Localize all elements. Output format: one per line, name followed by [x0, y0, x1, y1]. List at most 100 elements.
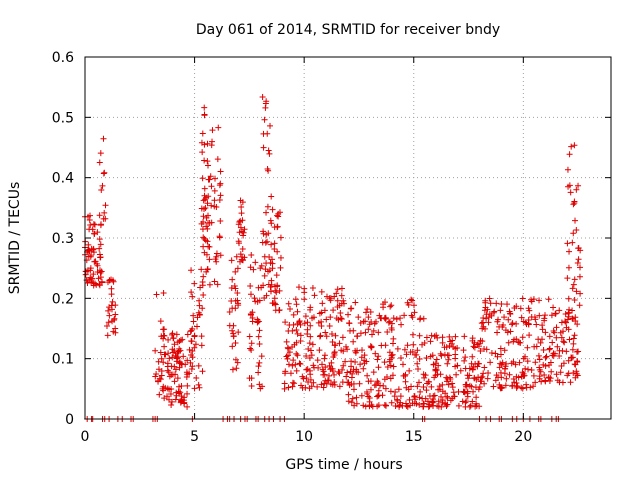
data-point — [500, 321, 507, 328]
data-point — [110, 328, 117, 335]
data-point — [444, 360, 451, 367]
data-point — [536, 312, 543, 319]
data-point — [332, 341, 339, 348]
data-point — [564, 372, 571, 379]
data-point — [556, 353, 563, 360]
data-point — [439, 388, 446, 395]
data-point — [254, 318, 261, 325]
data-point — [267, 217, 274, 224]
data-point — [514, 383, 521, 390]
data-point — [205, 219, 212, 226]
data-point — [427, 338, 434, 345]
data-point — [98, 187, 105, 194]
data-point — [433, 367, 440, 374]
data-point — [387, 388, 394, 395]
data-point — [271, 300, 278, 307]
data-point — [189, 293, 196, 300]
data-point — [401, 346, 408, 353]
data-point — [552, 310, 559, 317]
data-point — [106, 312, 113, 319]
data-point — [174, 375, 181, 382]
data-point — [409, 331, 416, 338]
data-point — [229, 276, 236, 283]
data-point — [348, 358, 355, 365]
data-point — [255, 369, 262, 376]
data-point — [206, 176, 213, 183]
data-point — [490, 383, 497, 390]
data-point — [439, 396, 446, 403]
data-point — [203, 214, 210, 221]
data-point — [497, 307, 504, 314]
data-point — [101, 169, 108, 176]
data-point — [189, 325, 196, 332]
data-point — [212, 175, 219, 182]
data-point — [484, 375, 491, 382]
data-point — [576, 273, 583, 280]
data-point — [569, 315, 576, 322]
data-point — [305, 379, 312, 386]
data-point — [423, 334, 430, 341]
data-point — [153, 291, 160, 298]
data-point — [98, 268, 105, 275]
data-point — [564, 240, 571, 247]
data-point — [84, 280, 91, 287]
data-point — [191, 280, 198, 287]
data-point — [246, 333, 253, 340]
data-point — [501, 314, 508, 321]
data-point — [546, 345, 553, 352]
data-point — [201, 111, 208, 118]
data-point — [488, 350, 495, 357]
data-point — [346, 319, 353, 326]
data-point — [338, 292, 345, 299]
data-point — [428, 383, 435, 390]
data-point — [213, 203, 220, 210]
data-point — [311, 292, 318, 299]
data-point — [545, 374, 552, 381]
data-point — [356, 380, 363, 387]
data-point — [392, 388, 399, 395]
data-point — [199, 149, 206, 156]
data-point — [467, 402, 474, 409]
data-point — [345, 379, 352, 386]
data-point — [282, 368, 289, 375]
data-point — [473, 400, 480, 407]
data-point — [575, 244, 582, 251]
data-point — [329, 365, 336, 372]
data-point — [85, 246, 92, 253]
y-tick-label: 0.4 — [52, 171, 74, 187]
data-point — [162, 351, 169, 358]
data-point — [460, 347, 467, 354]
data-point — [198, 139, 205, 146]
data-point — [264, 238, 271, 245]
data-point — [470, 364, 477, 371]
x-tick-label: 10 — [295, 429, 313, 445]
data-point — [459, 398, 466, 405]
data-point — [169, 354, 176, 361]
data-point — [396, 403, 403, 410]
data-point — [525, 321, 532, 328]
data-point — [267, 288, 274, 295]
data-point — [156, 391, 163, 398]
data-point — [349, 370, 356, 377]
data-point — [404, 342, 411, 349]
data-point — [264, 130, 271, 137]
data-point — [159, 385, 166, 392]
data-point — [397, 315, 404, 322]
data-point — [371, 320, 378, 327]
data-point — [323, 333, 330, 340]
data-point — [541, 317, 548, 324]
data-point — [531, 314, 538, 321]
data-point — [302, 384, 309, 391]
data-point — [390, 363, 397, 370]
data-point — [397, 393, 404, 400]
data-point — [565, 295, 572, 302]
data-point — [287, 305, 294, 312]
data-point — [316, 347, 323, 354]
data-point — [481, 380, 488, 387]
data-point — [363, 358, 370, 365]
data-point — [88, 252, 95, 259]
data-point — [557, 369, 564, 376]
data-point — [382, 316, 389, 323]
data-point — [290, 357, 297, 364]
data-point — [326, 323, 333, 330]
